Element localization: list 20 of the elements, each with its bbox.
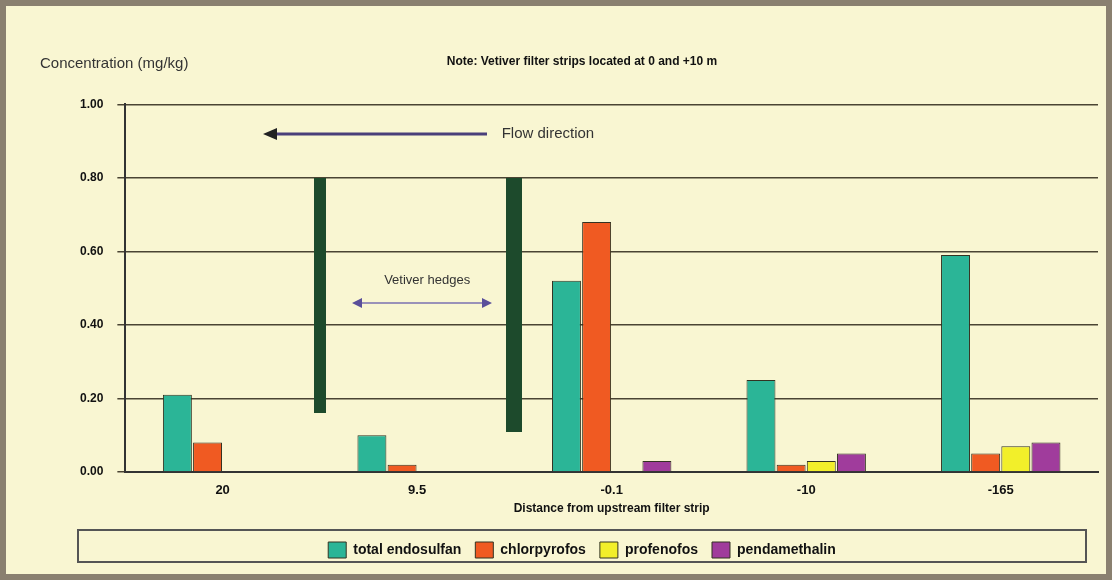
- x-tick-label: -0.1: [600, 482, 623, 498]
- annotation: Flow direction: [501, 123, 595, 141]
- x-tick-label: 20: [215, 482, 230, 498]
- y-axis-title: Concentration (mg/kg): [40, 54, 189, 72]
- legend-label: total endosulfan: [353, 540, 462, 557]
- y-tick-label: 0.80: [80, 170, 104, 185]
- legend-label: pendamethalin: [736, 540, 836, 557]
- annotation: Vetiver hedges: [384, 272, 471, 288]
- chart-title: Note: Vetiver filter strips located at 0 and +10 m: [446, 53, 718, 68]
- y-tick-label: 1.00: [80, 96, 104, 111]
- x-tick-label: -165: [987, 482, 1014, 498]
- y-tick-label: 0.20: [80, 390, 104, 405]
- y-tick-label: 0.00: [80, 464, 104, 479]
- x-axis-title: Distance from upstream filter strip: [513, 501, 710, 516]
- y-tick-label: 0.40: [80, 317, 104, 332]
- legend-label: chlorpyrofos: [500, 540, 587, 557]
- x-tick-label: -10: [796, 482, 816, 498]
- legend-label: profenofos: [624, 540, 699, 557]
- x-tick-label: 9.5: [408, 482, 427, 498]
- y-tick-label: 0.60: [80, 243, 104, 258]
